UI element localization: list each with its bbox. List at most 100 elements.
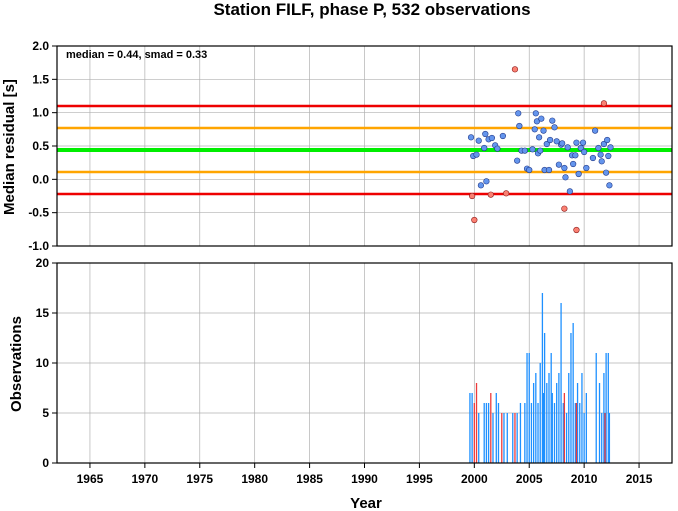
data-point	[533, 118, 541, 125]
outlier-point	[503, 190, 510, 197]
y-tick-label: 5	[42, 406, 49, 420]
data-point	[488, 134, 495, 142]
data-point	[598, 158, 605, 165]
y-tick-label: -0.5	[28, 206, 49, 220]
data-point	[600, 140, 608, 148]
outlier-bar	[563, 393, 566, 463]
y-tick-label: -1.0	[28, 239, 49, 253]
observation-bar	[497, 403, 500, 463]
data-point	[566, 188, 573, 195]
observation-bar	[485, 403, 488, 463]
data-point	[561, 164, 568, 172]
y-tick-label: 2.0	[32, 39, 49, 53]
data-point	[477, 182, 485, 189]
observation-bar	[550, 353, 552, 463]
observation-bar	[503, 413, 505, 463]
observation-bar	[595, 353, 597, 463]
data-point	[540, 127, 547, 134]
outlier-point	[573, 226, 580, 234]
data-point	[589, 154, 597, 162]
bottom-panel-y-ticks: 0 5 10 15 20	[36, 256, 57, 470]
observation-bar	[532, 383, 535, 463]
top-y-axis-label: Median residual [s]	[1, 79, 18, 215]
observation-bar	[576, 383, 579, 463]
data-point	[494, 145, 501, 152]
data-point	[605, 152, 612, 160]
outlier-bar	[475, 383, 478, 463]
data-point	[482, 130, 489, 138]
data-point	[592, 127, 599, 134]
observation-bar	[516, 413, 518, 463]
y-tick-label: 0.0	[32, 172, 49, 186]
chart-title: Station FILF, phase P, 532 observations	[213, 0, 530, 19]
observation-bar	[553, 403, 556, 463]
data-point	[546, 136, 554, 144]
observation-bar	[546, 383, 548, 463]
top-panel-points	[467, 66, 614, 234]
x-tick-label: 1975	[186, 472, 213, 486]
observation-bar	[551, 393, 553, 463]
outlier-bar	[514, 413, 516, 463]
data-point	[579, 139, 587, 146]
outlier-point	[471, 216, 478, 224]
data-point	[521, 147, 528, 154]
y-tick-label: 20	[36, 256, 50, 270]
y-tick-label: 15	[36, 306, 50, 320]
top-panel-y-ticks: -1.0 -0.5 0.0 0.5 1.0 1.5 2.0	[28, 39, 57, 253]
x-tick-label: 1995	[406, 472, 433, 486]
observation-bar	[565, 413, 568, 463]
x-tick-label: 2015	[626, 472, 653, 486]
observation-bar	[570, 333, 572, 463]
data-point	[604, 136, 611, 144]
observation-bar	[556, 383, 558, 463]
observation-bar	[558, 373, 560, 463]
data-point	[573, 139, 580, 146]
observation-bar	[541, 293, 544, 463]
data-point	[575, 170, 582, 178]
data-point	[572, 152, 579, 159]
x-axis-label: Year	[350, 495, 382, 511]
y-tick-label: 0.5	[32, 139, 49, 153]
x-tick-label: 1970	[132, 472, 159, 486]
data-point	[514, 157, 521, 164]
observation-bar	[562, 403, 564, 463]
x-tick-label: 1990	[351, 472, 378, 486]
data-point	[515, 110, 522, 117]
observation-bar	[607, 353, 609, 463]
outlier-point	[600, 100, 608, 107]
data-point	[595, 144, 602, 152]
observation-bar	[585, 393, 587, 463]
outlier-point	[511, 66, 519, 73]
data-point	[597, 151, 604, 158]
outlier-bar	[575, 403, 578, 463]
observation-bar	[539, 363, 541, 463]
observation-bar	[543, 333, 546, 463]
data-point	[483, 178, 490, 185]
y-tick-label: 10	[36, 356, 50, 370]
data-point	[536, 134, 543, 141]
y-tick-label: 0	[42, 456, 49, 470]
observation-bar	[560, 303, 562, 463]
observation-bar	[583, 413, 585, 463]
observation-bar	[519, 403, 522, 463]
data-point	[581, 148, 588, 156]
observation-bar	[528, 353, 530, 463]
observation-bar	[478, 413, 480, 463]
outlier-bar	[501, 413, 503, 463]
observation-bar	[471, 393, 473, 463]
data-point	[537, 147, 544, 154]
observation-bar	[492, 413, 494, 463]
observation-bar	[495, 393, 497, 463]
data-point	[562, 174, 569, 181]
data-point	[606, 182, 613, 189]
data-point	[553, 138, 560, 145]
observation-bar	[526, 353, 528, 463]
bottom-panel-bars	[469, 293, 611, 463]
data-point	[526, 166, 533, 174]
data-point	[531, 126, 538, 133]
data-point	[607, 144, 614, 151]
data-point	[481, 144, 488, 152]
data-point	[516, 122, 523, 130]
data-point	[473, 151, 480, 158]
y-tick-label: 1.5	[32, 72, 49, 86]
